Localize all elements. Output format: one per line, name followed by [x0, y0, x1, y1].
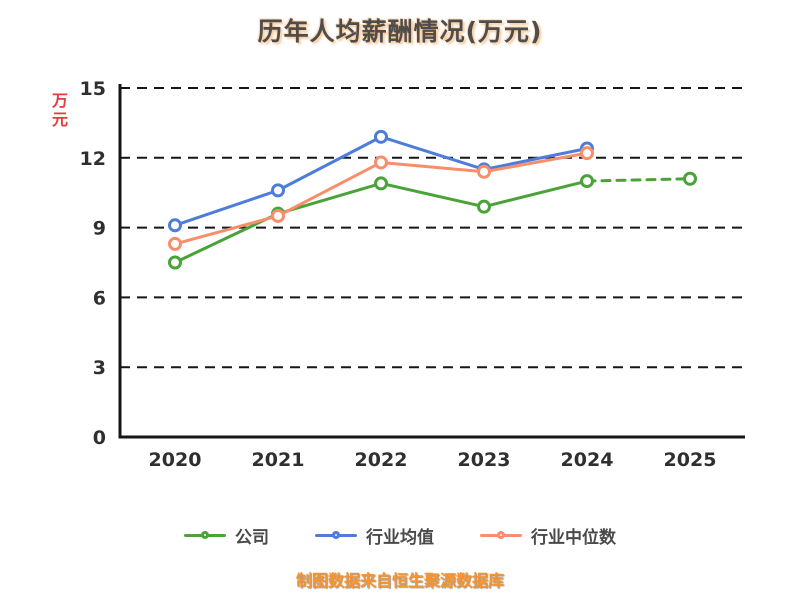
- legend-marker-icon: [315, 528, 357, 543]
- chart-title: 历年人均薪酬情况(万元): [257, 17, 543, 46]
- series-line: [379, 135, 486, 171]
- x-tick-label: 2022: [355, 449, 408, 471]
- series-line: [276, 135, 383, 192]
- legend-item-0: 公司: [184, 523, 269, 548]
- data-point-marker: [168, 255, 182, 270]
- legend-label: 行业中位数: [531, 527, 616, 548]
- data-point-marker: [374, 129, 388, 144]
- legend-marker-icon: [184, 528, 226, 543]
- data-source-note: 制图数据来自恒生聚源数据库: [295, 571, 504, 590]
- legend-dot: [497, 531, 505, 539]
- y-tick-label: 6: [93, 287, 106, 309]
- data-point-marker: [271, 183, 285, 198]
- data-point-marker: [168, 236, 182, 251]
- data-point-marker: [477, 164, 491, 179]
- series-line: [585, 177, 692, 183]
- series-line: [482, 151, 589, 174]
- y-tick-label: 3: [93, 357, 106, 379]
- data-point-marker: [580, 174, 594, 189]
- y-axis-unit-label: 万元: [49, 92, 68, 130]
- data-point-marker: [477, 199, 491, 214]
- legend-label: 行业均值: [366, 527, 434, 548]
- legend-dot: [201, 531, 209, 539]
- data-point-marker: [683, 171, 697, 186]
- y-tick-label: 9: [93, 218, 106, 240]
- series-line: [379, 181, 486, 209]
- data-point-marker: [580, 146, 594, 161]
- series-line: [482, 146, 589, 171]
- series-line: [276, 160, 383, 218]
- series-line: [173, 214, 280, 246]
- legend-marker-icon: [480, 528, 522, 543]
- data-point-marker: [374, 176, 388, 191]
- legend-item-1: 行业均值: [315, 523, 434, 548]
- legend-item-2: 行业中位数: [480, 523, 616, 548]
- x-tick-label: 2020: [149, 449, 202, 471]
- line-chart-canvas: 0 3 6 9 12 15 2020 2021 2022 2023 2024 2025: [80, 78, 745, 471]
- data-point-marker: [168, 218, 182, 233]
- y-tick-label: 12: [80, 148, 106, 170]
- chart-legend: 公司 行业均值 行业中位数: [0, 520, 800, 550]
- x-tick-label: 2024: [561, 449, 614, 471]
- data-point-marker: [374, 155, 388, 170]
- series-line: [379, 160, 486, 174]
- series-line: [173, 188, 280, 227]
- x-tick-label: 2025: [664, 449, 717, 471]
- series-line: [482, 179, 589, 209]
- x-tick-label: 2021: [252, 449, 305, 471]
- y-tick-label: 0: [93, 427, 106, 449]
- x-tick-label: 2023: [458, 449, 511, 471]
- legend-dot: [332, 531, 340, 539]
- y-tick-label: 15: [80, 78, 106, 100]
- legend-label: 公司: [235, 527, 269, 548]
- data-point-marker: [271, 208, 285, 223]
